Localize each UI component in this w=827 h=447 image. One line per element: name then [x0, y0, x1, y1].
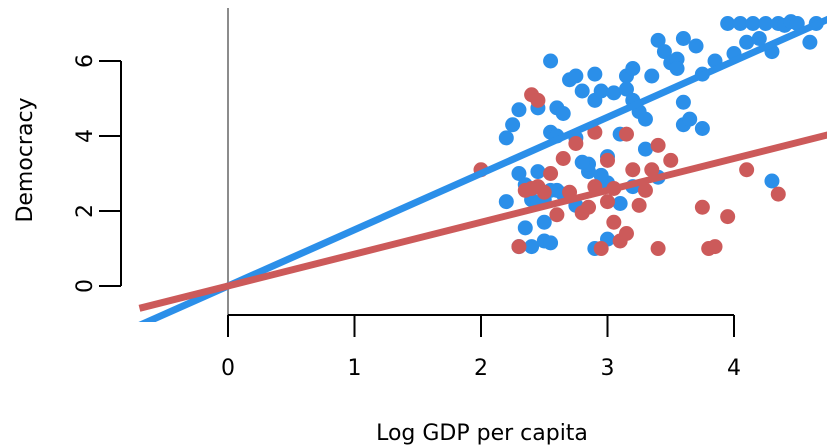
data-point-series-1 — [745, 16, 761, 31]
points-layer — [473, 14, 824, 256]
data-point-series-2 — [600, 152, 615, 168]
x-axis-title: Log GDP per capita — [376, 421, 588, 446]
data-point-series-1 — [802, 34, 818, 50]
x-axis: 0 1 2 3 4 — [221, 314, 741, 381]
x-tick-label: 4 — [727, 356, 741, 381]
data-point-series-2 — [606, 214, 622, 230]
data-point-series-2 — [707, 239, 723, 255]
data-point-series-2 — [631, 197, 647, 213]
data-point-series-1 — [675, 31, 691, 46]
y-axis-title: Democracy — [13, 97, 38, 222]
data-point-series-1 — [568, 68, 584, 84]
data-point-series-2 — [555, 151, 571, 166]
data-point-series-1 — [498, 194, 514, 210]
data-point-series-2 — [618, 126, 634, 142]
data-point-series-2 — [549, 207, 565, 223]
fit-line-series-2 — [138, 131, 827, 312]
y-tick-label: 0 — [73, 279, 98, 293]
data-point-series-1 — [688, 38, 704, 54]
data-point-series-1 — [574, 83, 590, 99]
y-axis: 0 2 4 6 — [73, 54, 122, 293]
data-point-series-1 — [543, 235, 559, 251]
x-tick-label: 3 — [601, 356, 615, 381]
data-point-series-2 — [637, 182, 653, 198]
data-point-series-1 — [524, 239, 540, 255]
data-point-series-1 — [593, 83, 609, 99]
data-point-series-2 — [536, 184, 552, 200]
data-point-series-2 — [600, 194, 615, 210]
data-point-series-1 — [593, 167, 609, 183]
data-point-series-2 — [618, 226, 634, 241]
data-point-series-1 — [764, 173, 780, 189]
data-point-series-1 — [612, 196, 628, 211]
data-point-series-1 — [656, 44, 672, 60]
data-point-series-2 — [694, 199, 710, 215]
data-point-series-1 — [505, 117, 521, 133]
data-point-series-1 — [720, 16, 736, 31]
x-tick-label: 1 — [348, 356, 362, 381]
data-point-series-2 — [650, 137, 666, 153]
data-point-series-2 — [593, 241, 609, 256]
data-point-series-1 — [498, 130, 514, 146]
data-point-series-1 — [644, 68, 660, 84]
data-point-series-1 — [543, 53, 559, 69]
data-point-series-1 — [587, 66, 603, 82]
data-point-series-1 — [751, 31, 767, 46]
fit-line-series-1 — [138, 15, 827, 322]
data-point-series-2 — [587, 124, 603, 140]
data-point-series-2 — [644, 162, 660, 178]
data-point-series-1 — [650, 32, 666, 48]
data-point-series-1 — [637, 111, 653, 127]
data-point-series-1 — [574, 154, 590, 170]
data-point-series-1 — [618, 81, 634, 97]
data-point-series-1 — [758, 16, 774, 31]
data-point-series-2 — [720, 209, 736, 225]
data-point-series-1 — [555, 106, 571, 121]
data-point-series-1 — [675, 94, 691, 110]
data-point-series-2 — [739, 162, 755, 178]
x-tick-label: 0 — [221, 356, 235, 381]
data-point-series-1 — [732, 16, 748, 31]
data-point-series-1 — [637, 141, 653, 157]
data-point-series-1 — [625, 61, 641, 76]
data-point-series-2 — [650, 241, 666, 256]
data-point-series-2 — [568, 136, 584, 151]
y-tick-label: 4 — [73, 129, 98, 143]
data-point-series-2 — [625, 162, 641, 178]
data-point-series-1 — [536, 214, 552, 230]
data-point-series-2 — [663, 152, 679, 168]
data-point-series-1 — [669, 61, 685, 76]
data-point-series-2 — [581, 199, 597, 215]
data-point-series-1 — [606, 85, 622, 101]
fit-lines-layer — [138, 15, 827, 322]
y-tick-label: 6 — [73, 54, 98, 68]
data-point-series-1 — [517, 220, 533, 236]
data-point-series-2 — [530, 92, 546, 108]
data-point-series-2 — [770, 186, 786, 202]
x-tick-label: 2 — [474, 356, 488, 381]
data-point-series-2 — [511, 239, 527, 255]
data-point-series-1 — [511, 102, 527, 118]
data-point-series-1 — [739, 34, 755, 50]
data-point-series-1 — [789, 16, 805, 31]
data-point-series-2 — [543, 166, 559, 181]
data-point-series-1 — [530, 164, 546, 180]
data-point-series-1 — [694, 121, 710, 136]
data-point-series-1 — [682, 111, 698, 127]
y-tick-label: 2 — [73, 204, 98, 218]
data-point-series-2 — [524, 181, 540, 196]
data-point-series-1 — [511, 166, 527, 181]
